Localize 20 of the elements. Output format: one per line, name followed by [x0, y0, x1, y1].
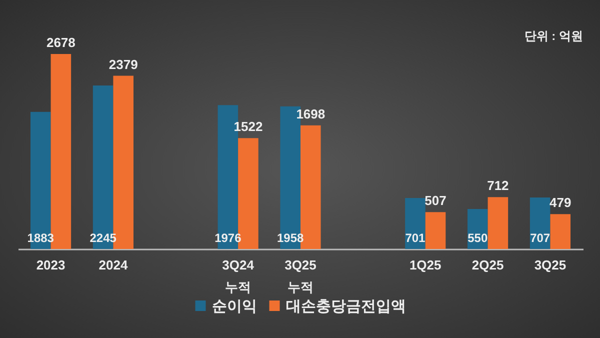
data-label: 2379 — [108, 56, 138, 72]
data-label: 701 — [405, 231, 426, 245]
data-label: 507 — [424, 193, 446, 208]
legend-label: 대손충당금전입액 — [286, 298, 406, 315]
legend-label: 순이익 — [212, 298, 257, 315]
data-label: 479 — [550, 195, 572, 210]
x-tick-label: 3Q25 — [534, 258, 566, 272]
x-tick-label: 1Q25 — [409, 258, 442, 272]
data-label: 550 — [468, 231, 488, 245]
data-label: 2678 — [46, 35, 76, 50]
x-tick-label: 2Q25 — [472, 258, 504, 272]
data-label: 707 — [530, 231, 550, 245]
data-label: 712 — [487, 178, 509, 194]
text: 단위 : 억원 — [524, 29, 583, 43]
x-tick-label: 3Q24 누적 — [222, 258, 255, 294]
x-tick-label: 2024 — [98, 258, 128, 272]
x-tick-label: 2023 — [36, 258, 66, 272]
data-label: 1698 — [296, 106, 326, 122]
x-tick-label: 3Q25 누적 — [284, 258, 316, 294]
data-label: 1522 — [234, 119, 263, 134]
